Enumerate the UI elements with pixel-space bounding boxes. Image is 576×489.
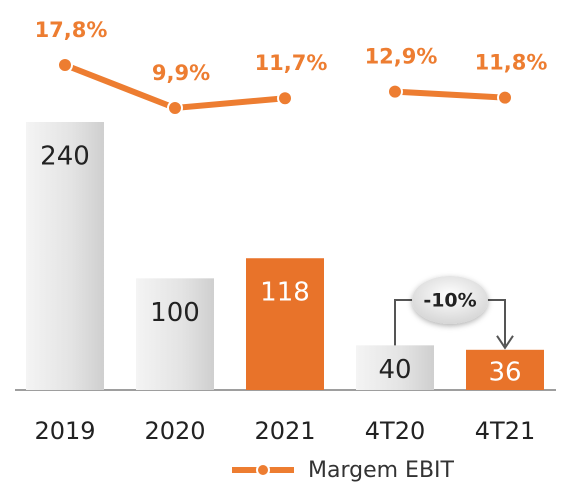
- x-tick-label: 4T20: [365, 417, 425, 445]
- bar-value-label: 240: [40, 142, 90, 172]
- annotation-arrow: [496, 335, 514, 350]
- annotation-bubble: [412, 276, 488, 324]
- line-point: [57, 57, 73, 73]
- line: [392, 88, 508, 101]
- bar: [356, 345, 434, 390]
- x-tick-label: 2020: [144, 417, 205, 445]
- bar-value-label: 40: [378, 355, 411, 385]
- line-value-label: 9,9%: [152, 61, 210, 85]
- bar: [466, 349, 544, 390]
- line-point: [497, 89, 513, 106]
- legend-label: Margem EBIT: [308, 458, 455, 483]
- x-tick-label: 2021: [254, 417, 315, 445]
- line-value-label: 12,9%: [365, 45, 438, 69]
- line-value-label: 11,7%: [255, 51, 328, 75]
- bar-value-label: 100: [150, 298, 200, 328]
- line-point: [277, 90, 293, 107]
- x-tick-label: 2019: [34, 417, 95, 445]
- line-value-label: 17,8%: [35, 18, 108, 42]
- line-value-label: 11,8%: [475, 51, 548, 75]
- bar: [246, 258, 324, 390]
- bar: [26, 122, 104, 390]
- bar: [136, 278, 214, 390]
- bar-value-label: 118: [260, 278, 310, 308]
- line-point: [167, 100, 183, 116]
- x-tick-label: 4T21: [475, 417, 535, 445]
- annotation: -10%: [423, 290, 476, 312]
- line-point: [387, 83, 403, 100]
- legend-marker: [256, 463, 270, 477]
- bar-value-label: 36: [488, 357, 521, 387]
